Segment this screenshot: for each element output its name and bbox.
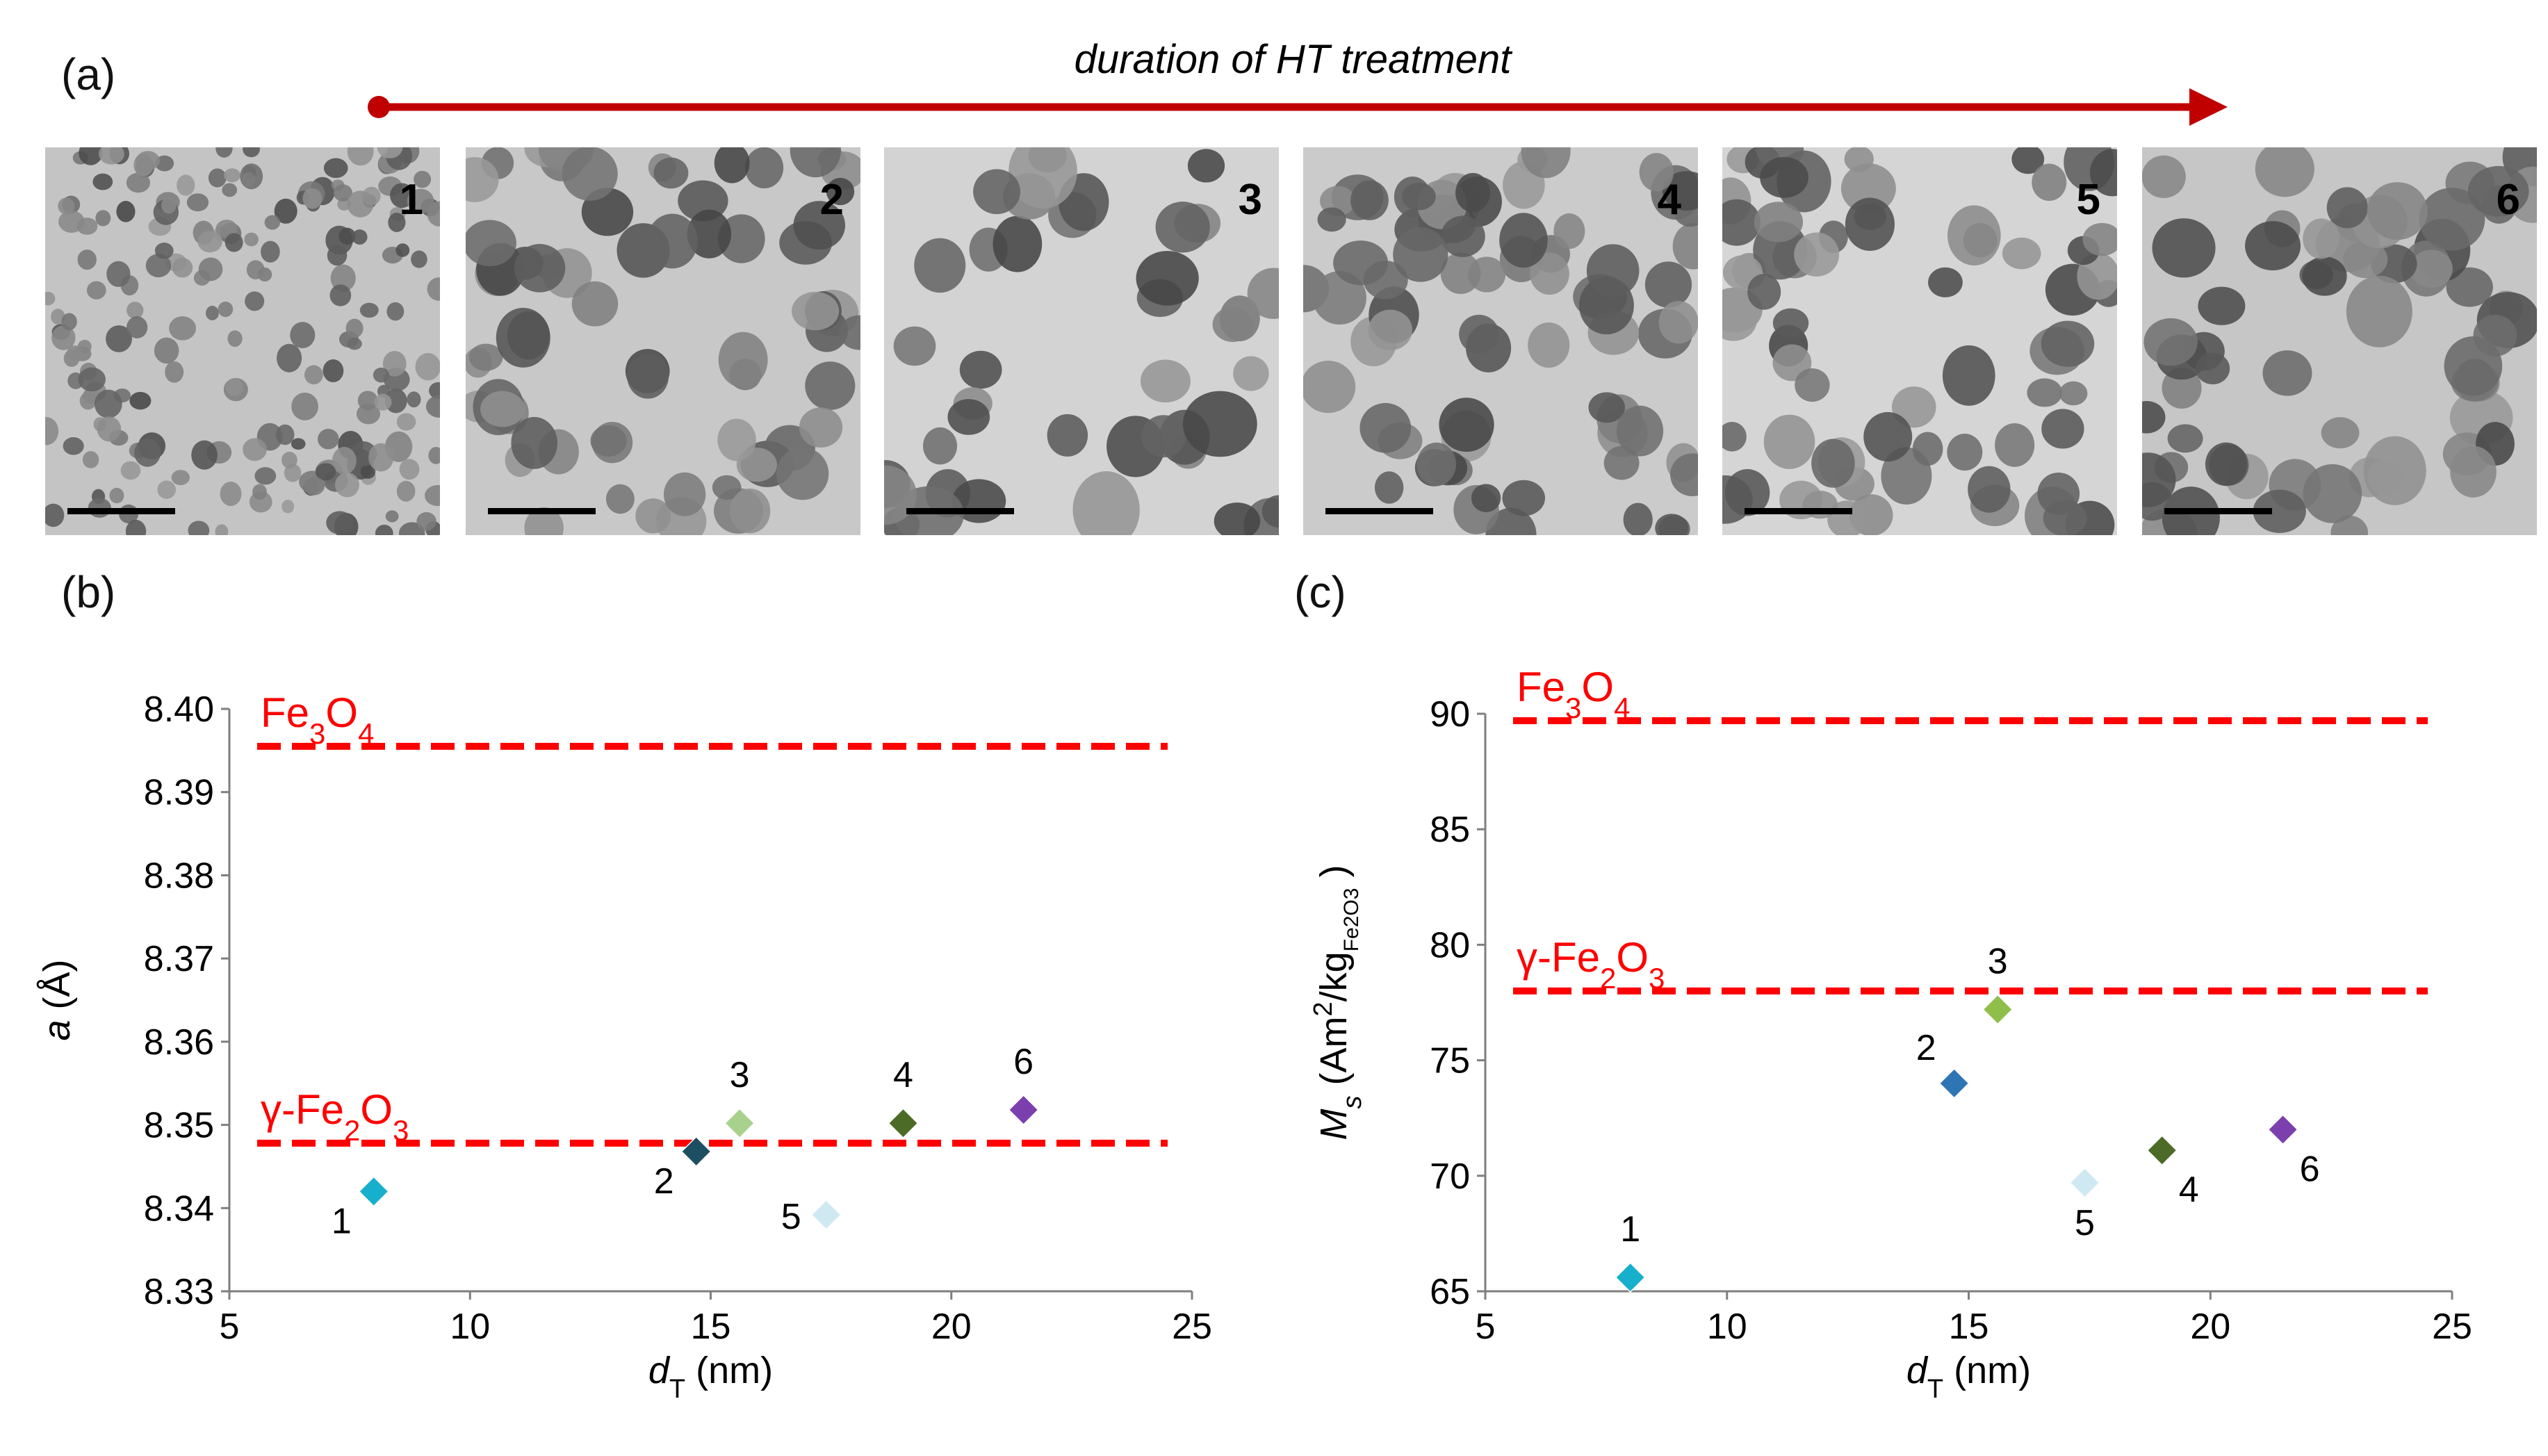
tem-image-4: 4	[1303, 147, 1698, 535]
data-point-1	[358, 1176, 389, 1207]
data-point-2	[1938, 1068, 1970, 1099]
data-point-label: 5	[781, 1197, 801, 1237]
data-point-label: 2	[1916, 1028, 1936, 1068]
tem-label: 2	[819, 176, 844, 224]
reference-line-label: γ-Fe2O3	[261, 1086, 409, 1147]
scale-bar	[67, 508, 175, 514]
x-axis-label: dT (nm)	[1906, 1350, 2031, 1404]
panel-label-a: (a)	[61, 49, 116, 99]
x-tick-label: 20	[931, 1307, 972, 1347]
data-point-6	[1008, 1094, 1039, 1126]
x-axis-label: dT (nm)	[648, 1350, 773, 1404]
y-axis-label: Ms (Am2/kgFe2O3 )	[1309, 865, 1367, 1140]
y-tick-label: 8.33	[144, 1272, 214, 1312]
y-tick-label: 75	[1430, 1041, 1470, 1081]
data-point-label: 1	[1620, 1209, 1640, 1250]
y-axis-label: a (Å)	[36, 959, 78, 1040]
data-point-5	[2069, 1167, 2100, 1198]
data-point-5	[810, 1199, 842, 1230]
y-tick-label: 8.36	[144, 1022, 214, 1063]
x-tick-label: 25	[2432, 1307, 2472, 1347]
scale-bar	[488, 508, 596, 514]
timeline-label: duration of HT treatment	[1075, 37, 1514, 82]
y-tick-label: 8.34	[144, 1188, 214, 1229]
tem-label: 6	[2496, 176, 2520, 224]
data-point-3	[1982, 994, 2014, 1025]
y-tick-label: 65	[1430, 1272, 1470, 1312]
tem-label: 1	[399, 176, 423, 224]
x-tick-label: 15	[1949, 1307, 1989, 1347]
data-point-4	[888, 1108, 919, 1139]
x-tick-label: 20	[2190, 1307, 2230, 1347]
tem-label: 3	[1238, 176, 1262, 224]
reference-line-label: Fe3O4	[261, 689, 374, 750]
data-point-2	[680, 1136, 712, 1167]
reference-line-label: γ-Fe2O3	[1517, 934, 1665, 995]
scale-bar	[906, 508, 1014, 514]
y-tick-label: 8.39	[144, 773, 214, 813]
y-tick-label: 8.35	[144, 1106, 214, 1146]
y-tick-label: 8.37	[144, 939, 214, 979]
y-tick-label: 8.40	[144, 689, 214, 730]
timeline-arrowhead	[2189, 88, 2228, 126]
x-tick-label: 10	[1707, 1307, 1747, 1347]
panel-label-c: (c)	[1294, 567, 1346, 617]
data-point-4	[2146, 1135, 2178, 1166]
data-point-label: 1	[332, 1201, 352, 1241]
data-point-label: 6	[1013, 1042, 1034, 1082]
x-tick-label: 5	[1476, 1307, 1496, 1347]
data-point-label: 5	[2075, 1203, 2095, 1243]
y-tick-label: 85	[1430, 810, 1470, 850]
data-point-label: 2	[654, 1161, 674, 1202]
y-tick-label: 90	[1430, 694, 1470, 735]
data-point-3	[724, 1108, 756, 1139]
data-point-label: 3	[1988, 941, 2008, 981]
scale-bar	[2164, 508, 2272, 514]
y-tick-label: 70	[1430, 1156, 1470, 1197]
data-point-label: 3	[730, 1055, 750, 1095]
timeline-arrow: duration of HT treatment	[368, 37, 2228, 126]
y-tick-label: 80	[1430, 925, 1470, 965]
data-point-1	[1615, 1261, 1646, 1293]
scale-bar	[1325, 508, 1433, 514]
tem-image-6: 6	[2142, 147, 2537, 535]
tem-label: 4	[1657, 176, 1681, 224]
reference-line-label: Fe3O4	[1517, 664, 1630, 723]
tem-image-2: 2	[466, 147, 860, 535]
tem-image-3: 3	[884, 147, 1279, 535]
x-tick-label: 10	[450, 1307, 490, 1347]
x-tick-label: 15	[691, 1307, 731, 1347]
panel-label-b: (b)	[61, 567, 116, 617]
data-point-label: 6	[2300, 1149, 2320, 1189]
data-point-6	[2267, 1114, 2298, 1145]
data-point-label: 4	[893, 1055, 913, 1095]
data-point-label: 4	[2179, 1170, 2199, 1210]
tem-label: 5	[2076, 176, 2100, 224]
y-tick-label: 8.38	[144, 856, 214, 896]
tem-image-5: 5	[1722, 147, 2117, 535]
scale-bar	[1745, 508, 1852, 514]
x-tick-label: 5	[220, 1307, 240, 1347]
x-tick-label: 25	[1172, 1307, 1212, 1347]
tem-image-1: 1	[45, 147, 440, 535]
